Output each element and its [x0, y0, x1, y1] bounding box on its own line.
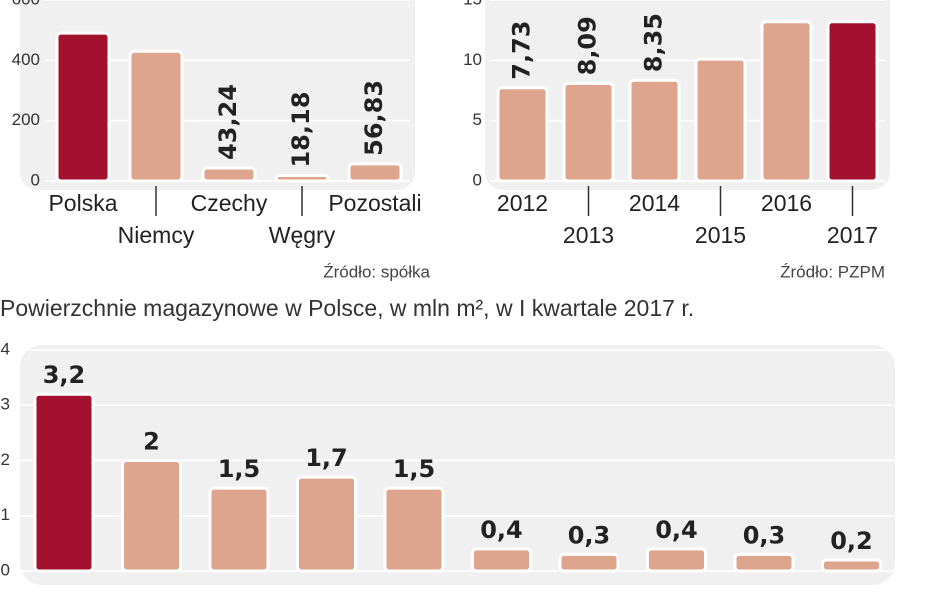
x-tick-label: 2017 [827, 222, 878, 248]
bar [208, 486, 270, 573]
value-label: 0,2 [830, 527, 873, 555]
x-tick-label: Pozostali [328, 190, 421, 216]
value-label: 2 [143, 428, 160, 456]
panel [20, 0, 415, 190]
bar [274, 174, 330, 183]
bar [760, 20, 813, 183]
value-label: 3,2 [43, 361, 86, 389]
bar [121, 459, 182, 573]
bar [201, 166, 257, 183]
y-tick-label: 5 [473, 110, 482, 129]
value-label: 0,4 [655, 516, 698, 544]
y-tick-label: 0 [1, 560, 10, 579]
bar [558, 552, 620, 573]
y-tick-label: 1 [1, 505, 10, 524]
y-tick-label: 0 [31, 170, 40, 189]
bar [128, 49, 184, 183]
value-label: 18,18 [287, 92, 315, 168]
x-tick-label: 2014 [629, 190, 680, 216]
value-label: 8,09 [574, 16, 602, 75]
y-tick-label: 600 [12, 0, 40, 8]
value-label: 0,3 [568, 521, 611, 549]
value-label: 43,24 [214, 84, 242, 160]
y-tick-label: 0 [473, 170, 482, 189]
bar [471, 547, 532, 573]
bar [496, 86, 549, 183]
x-tick-label: 2015 [695, 222, 746, 248]
bar [347, 162, 403, 183]
value-label: 1,5 [393, 455, 436, 483]
value-label: 7,73 [508, 21, 536, 80]
y-tick-label: 400 [12, 50, 40, 69]
value-label: 56,83 [360, 80, 388, 156]
value-label: 1,7 [305, 444, 348, 472]
y-tick-label: 15 [463, 0, 482, 8]
bar [733, 552, 795, 573]
value-label: 8,35 [640, 13, 668, 72]
bar [694, 57, 747, 183]
bar [646, 547, 707, 573]
chart-title: Powierzchnie magazynowe w Polsce, w mln … [0, 295, 694, 321]
bar [55, 31, 111, 183]
bar [383, 486, 445, 573]
x-tick-label: 2016 [761, 190, 812, 216]
bar [296, 475, 357, 573]
y-tick-label: 200 [12, 110, 40, 129]
y-tick-label: 4 [1, 339, 10, 358]
source-note: Źródło: PZPM [780, 262, 885, 281]
x-tick-label: 2012 [497, 190, 548, 216]
bar [562, 81, 615, 183]
y-tick-label: 10 [463, 50, 482, 69]
bar [826, 20, 879, 183]
x-tick-label: Niemcy [118, 222, 195, 248]
y-tick-label: 3 [1, 395, 10, 414]
bar [821, 558, 882, 573]
value-label: 0,3 [743, 521, 786, 549]
y-tick-label: 2 [1, 450, 10, 469]
bar [33, 392, 95, 573]
value-label: 0,4 [480, 516, 523, 544]
source-note: Źródło: spółka [323, 262, 430, 281]
x-tick-label: Polska [48, 190, 117, 216]
x-tick-label: Czechy [191, 190, 268, 216]
bar [628, 78, 681, 183]
x-tick-label: Węgry [269, 222, 336, 248]
value-label: 1,5 [218, 455, 261, 483]
x-tick-label: 2013 [563, 222, 614, 248]
